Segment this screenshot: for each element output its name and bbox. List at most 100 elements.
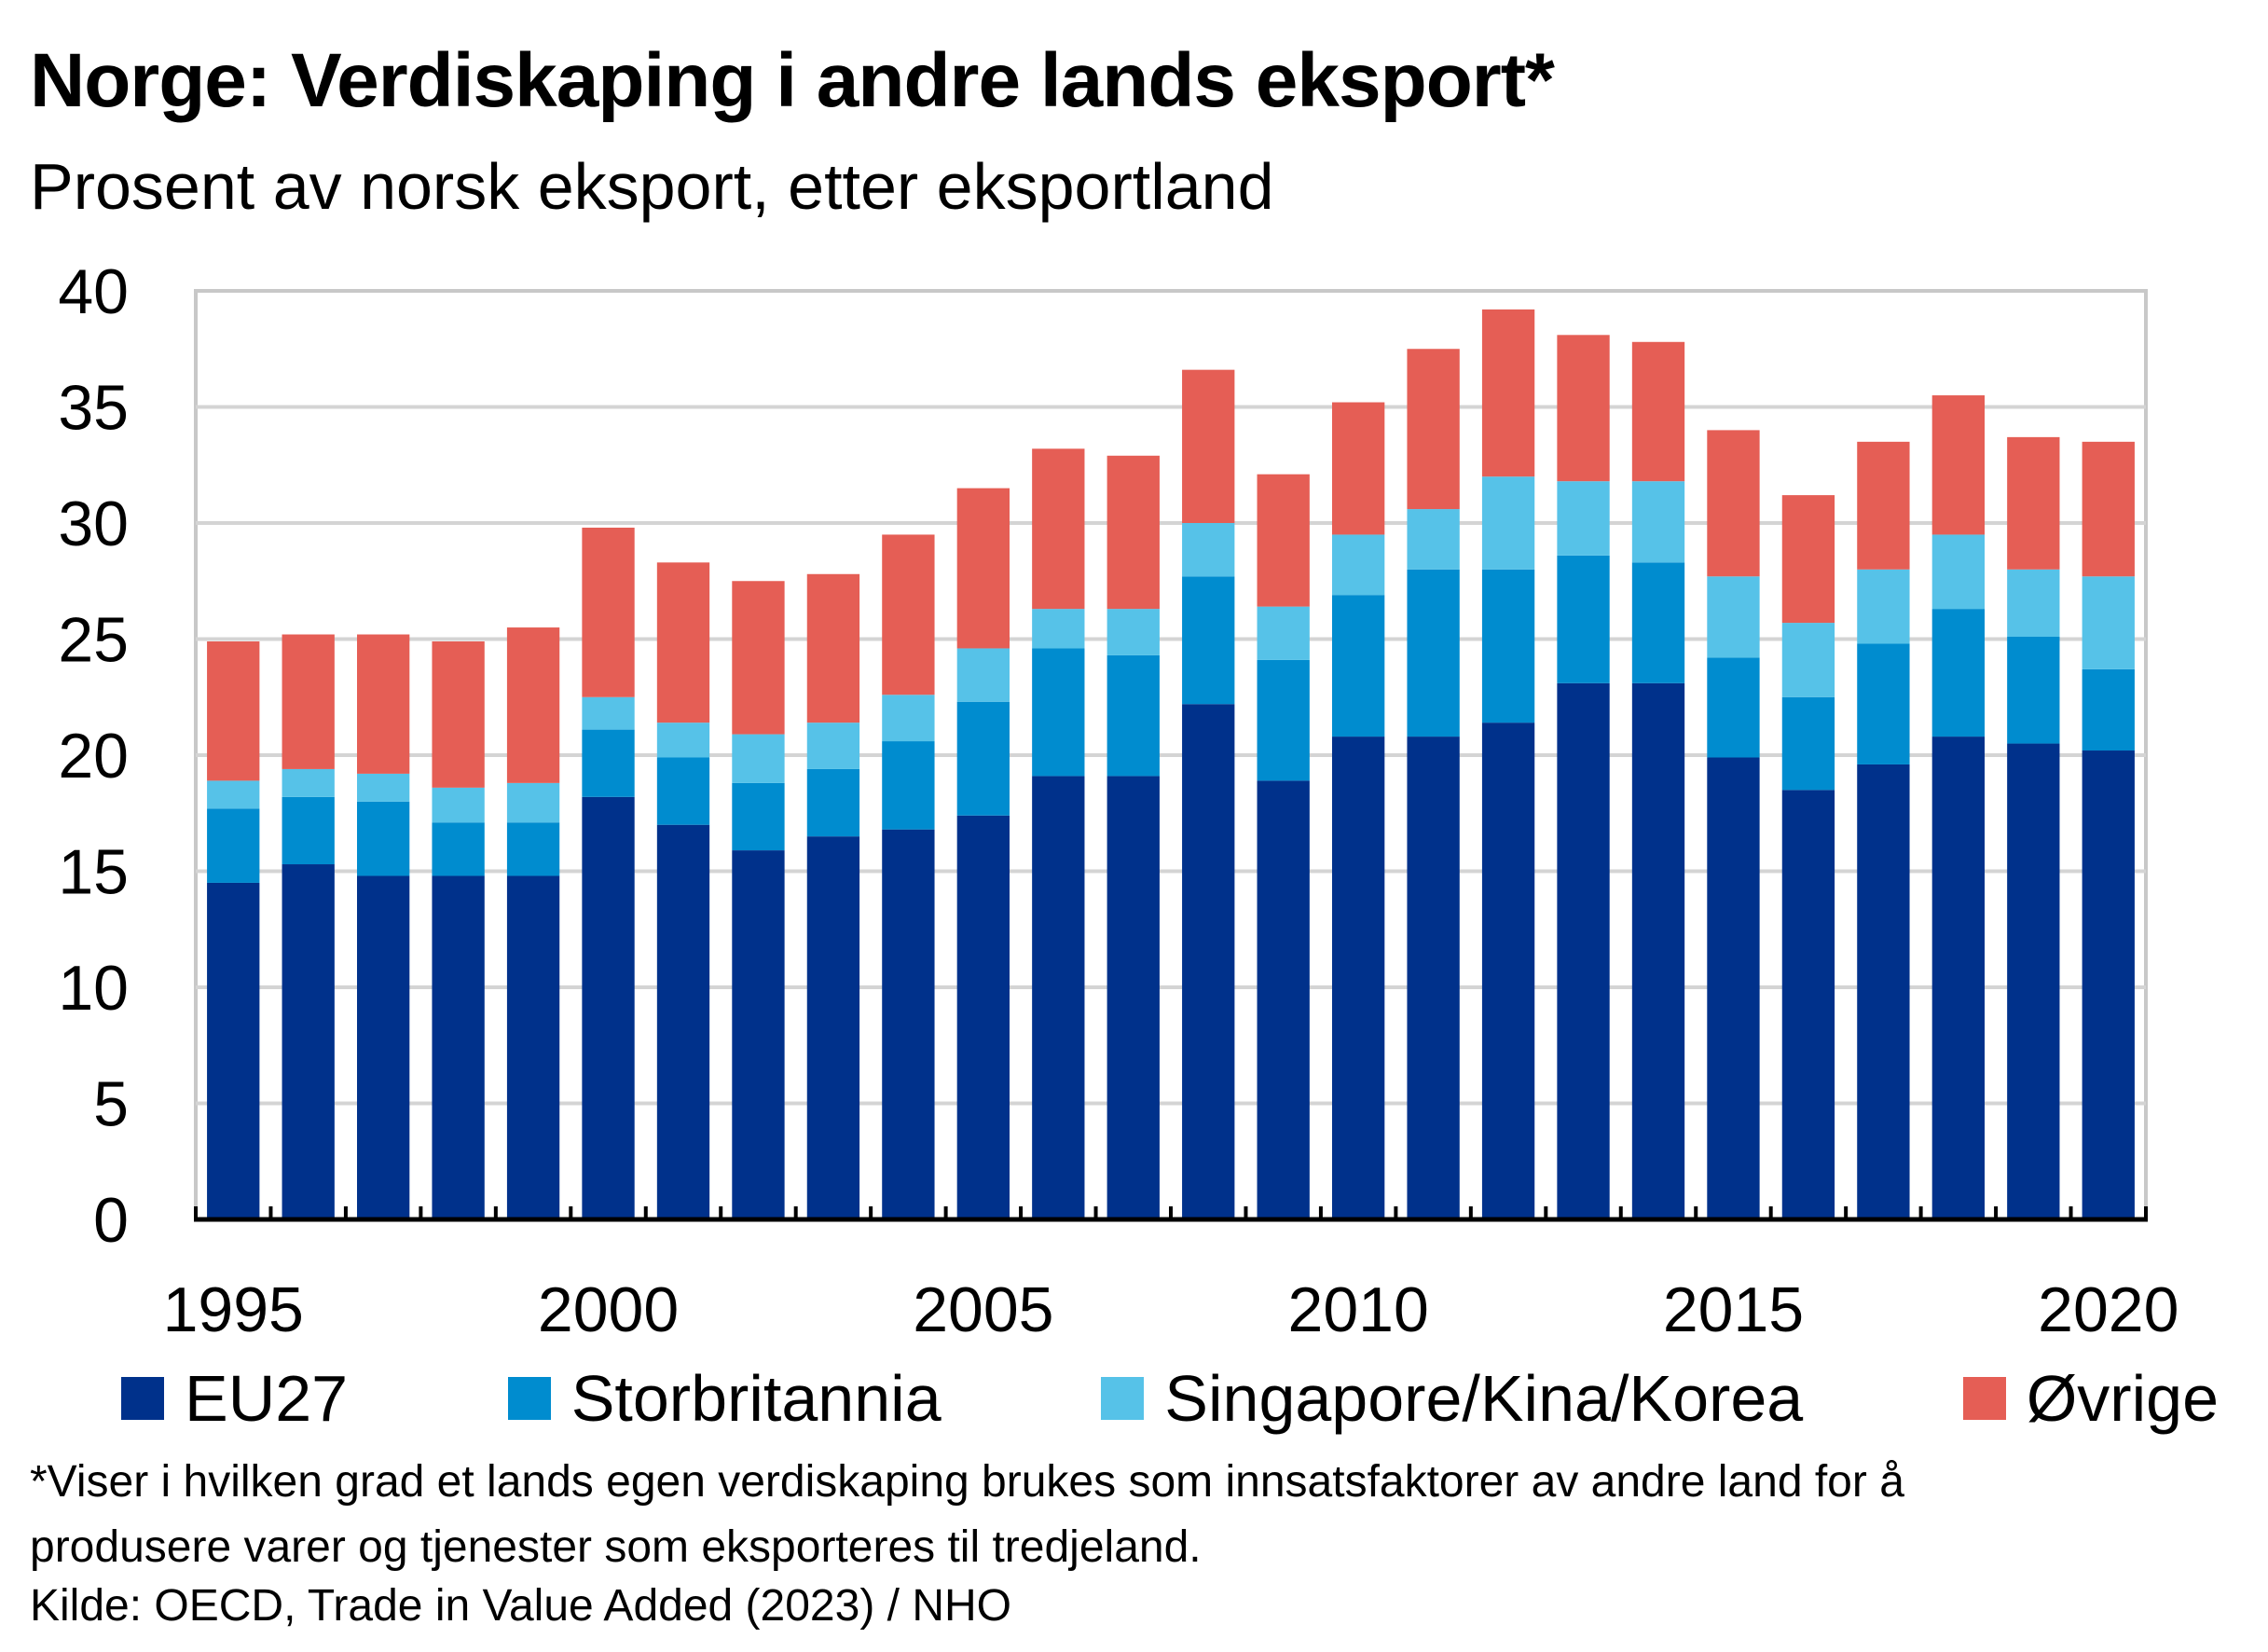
chart-subtitle: Prosent av norsk eksport, etter eksportl… bbox=[30, 150, 1274, 223]
bar-2000-storbritannia bbox=[582, 729, 635, 797]
bar-1998--vrige bbox=[432, 640, 485, 788]
bar-2010--vrige bbox=[1331, 402, 1385, 535]
bar-2004-singapore-kina-korea bbox=[882, 695, 935, 742]
y-tick-label: 10 bbox=[58, 953, 129, 1024]
y-tick-label: 30 bbox=[58, 489, 129, 559]
bar-2007--vrige bbox=[1107, 455, 1160, 610]
bar-2019--vrige bbox=[2007, 436, 2060, 570]
bar-1996-eu27 bbox=[282, 864, 335, 1219]
bar-2011-storbritannia bbox=[1407, 569, 1460, 737]
bar-2019-singapore-kina-korea bbox=[2007, 569, 2060, 638]
legend-swatch-storbritannia bbox=[507, 1377, 551, 1420]
y-tick-label: 20 bbox=[58, 721, 129, 792]
y-tick-label: 25 bbox=[58, 605, 129, 676]
bar-2019-eu27 bbox=[2007, 743, 2060, 1219]
legend-label-eu27: EU27 bbox=[185, 1362, 349, 1435]
bar-2001-singapore-kina-korea bbox=[656, 723, 710, 758]
bar-2012-singapore-kina-korea bbox=[1481, 476, 1535, 570]
bar-2006--vrige bbox=[1032, 448, 1085, 610]
bar-2018--vrige bbox=[1931, 395, 1986, 535]
x-tick-label: 2010 bbox=[1288, 1274, 1429, 1345]
bar-2002-singapore-kina-korea bbox=[732, 734, 785, 783]
bar-2013-singapore-kina-korea bbox=[1557, 481, 1610, 556]
bar-2016-eu27 bbox=[1781, 790, 1835, 1219]
bar-2011--vrige bbox=[1407, 349, 1460, 510]
bar-2005-eu27 bbox=[956, 815, 1010, 1219]
legend-label-storbritannia: Storbritannia bbox=[570, 1362, 942, 1435]
y-tick-label: 40 bbox=[58, 256, 129, 327]
bar-2018-storbritannia bbox=[1931, 609, 1986, 737]
bar-2013-storbritannia bbox=[1557, 555, 1610, 683]
bar-2013--vrige bbox=[1557, 335, 1610, 482]
bar-2020-storbritannia bbox=[2082, 668, 2135, 751]
bar-2002-storbritannia bbox=[732, 782, 785, 851]
bar-2010-eu27 bbox=[1331, 737, 1385, 1219]
bar-2008-singapore-kina-korea bbox=[1182, 523, 1235, 577]
bar-2015-storbritannia bbox=[1707, 657, 1760, 758]
bar-2016-singapore-kina-korea bbox=[1781, 623, 1835, 697]
bar-2012--vrige bbox=[1481, 309, 1535, 477]
legend-swatch-singapore-kina-korea bbox=[1101, 1377, 1145, 1420]
bar-1995-singapore-kina-korea bbox=[207, 780, 260, 809]
bar-2004-storbritannia bbox=[882, 741, 935, 830]
chart-title: Norge: Verdiskaping i andre lands ekspor… bbox=[30, 38, 1555, 123]
bar-2006-singapore-kina-korea bbox=[1032, 609, 1085, 649]
bar-2001-eu27 bbox=[656, 824, 710, 1219]
bar-2000--vrige bbox=[582, 527, 635, 697]
bar-2017-singapore-kina-korea bbox=[1857, 569, 1910, 644]
bar-1997--vrige bbox=[356, 634, 410, 774]
bar-1995--vrige bbox=[207, 640, 260, 781]
stacked-bar-chart: 0 5 10 15 20 25 30 35 40 1995 2000 2005 2010 2015 2020 bbox=[58, 256, 2179, 1345]
bar-2012-storbritannia bbox=[1481, 569, 1535, 723]
bar-2000-eu27 bbox=[582, 796, 635, 1219]
legend: EU27 Storbritannia Singapore/Kina/Korea … bbox=[121, 1356, 2219, 1440]
bar-2005-singapore-kina-korea bbox=[956, 648, 1010, 702]
bar-1997-storbritannia bbox=[356, 801, 410, 876]
bar-2010-singapore-kina-korea bbox=[1331, 534, 1385, 596]
bar-2017-storbritannia bbox=[1857, 643, 1910, 764]
x-tick-label: 2015 bbox=[1663, 1274, 1804, 1345]
bar-1996--vrige bbox=[282, 634, 335, 769]
bar-2018-singapore-kina-korea bbox=[1931, 534, 1986, 610]
bar-2008-storbritannia bbox=[1182, 576, 1235, 705]
bar-1996-storbritannia bbox=[282, 796, 335, 865]
x-tick-label: 2005 bbox=[913, 1274, 1053, 1345]
footnote-line-1: *Viser i hvilken grad et lands egen verd… bbox=[30, 1457, 1904, 1507]
bar-2014-eu27 bbox=[1631, 682, 1685, 1219]
bar-2017--vrige bbox=[1857, 441, 1910, 570]
bar-2005-storbritannia bbox=[956, 701, 1010, 816]
bar-2015-eu27 bbox=[1707, 757, 1760, 1219]
bar-2009--vrige bbox=[1257, 474, 1310, 607]
bar-1996-singapore-kina-korea bbox=[282, 768, 335, 797]
legend-label-singapore-kina-korea: Singapore/Kina/Korea bbox=[1164, 1362, 1804, 1435]
y-tick-label: 35 bbox=[58, 373, 129, 444]
bar-2010-storbritannia bbox=[1331, 595, 1385, 737]
bar-2015-singapore-kina-korea bbox=[1707, 576, 1760, 658]
bar-1998-singapore-kina-korea bbox=[432, 787, 485, 823]
bar-2014--vrige bbox=[1631, 341, 1685, 482]
y-tick-label: 5 bbox=[93, 1069, 129, 1140]
legend-item-eu27: EU27 bbox=[121, 1361, 348, 1436]
x-tick-label: 2000 bbox=[538, 1274, 679, 1345]
bar-2016--vrige bbox=[1781, 495, 1835, 624]
bar-2000-singapore-kina-korea bbox=[582, 696, 635, 730]
bar-1998-eu27 bbox=[432, 875, 485, 1219]
legend-swatch-eu27 bbox=[121, 1377, 164, 1420]
legend-item-singapore-kina-korea: Singapore/Kina/Korea bbox=[1101, 1361, 1803, 1436]
y-tick-label: 15 bbox=[58, 837, 129, 908]
bar-1997-eu27 bbox=[356, 875, 410, 1219]
footnote: *Viser i hvilken grad et lands egen verd… bbox=[30, 1450, 1904, 1580]
footnote-line-2: produsere varer og tjenester som eksport… bbox=[30, 1522, 1202, 1572]
bar-2012-eu27 bbox=[1481, 723, 1535, 1219]
bar-2019-storbritannia bbox=[2007, 637, 2060, 744]
bar-2020--vrige bbox=[2082, 441, 2135, 577]
bar-1999-singapore-kina-korea bbox=[506, 782, 560, 823]
legend-label-ovrige: Øvrige bbox=[2026, 1362, 2219, 1435]
bar-2002--vrige bbox=[732, 581, 785, 735]
source-note: Kilde: OECD, Trade in Value Added (2023)… bbox=[30, 1581, 1011, 1631]
bar-2003-eu27 bbox=[806, 836, 860, 1219]
bar-2003-storbritannia bbox=[806, 768, 860, 837]
bar-2011-singapore-kina-korea bbox=[1407, 509, 1460, 570]
bar-2008--vrige bbox=[1182, 369, 1235, 523]
bar-2015--vrige bbox=[1707, 430, 1760, 577]
